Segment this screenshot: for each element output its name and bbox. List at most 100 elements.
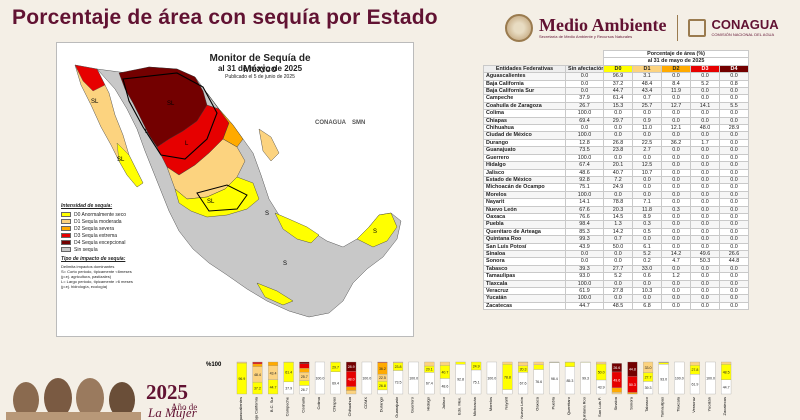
cell-value: 0.0 xyxy=(690,212,720,222)
cell-value: 0.0 xyxy=(661,183,691,192)
medio-ambiente-name: Medio Ambiente xyxy=(539,15,667,35)
cell-value: 10.3 xyxy=(632,286,662,296)
cell-value: 0.0 xyxy=(565,257,604,266)
cell-value: 26.6 xyxy=(718,249,750,259)
cell-value: 100.0 xyxy=(565,109,604,118)
cell-value: 0.0 xyxy=(690,227,720,237)
cell-value: 3.1 xyxy=(632,72,662,81)
cell-value: 0.0 xyxy=(718,220,750,229)
cell-value: 0.0 xyxy=(661,146,691,155)
cell-value: 0.0 xyxy=(661,109,691,118)
legend-item: D4 Sequía excepcional xyxy=(61,239,161,246)
legend-swatch xyxy=(61,247,71,252)
cell-value: 0.0 xyxy=(718,205,750,214)
legend-item: D3 Sequía extrema xyxy=(61,232,161,239)
bar-value-label: 20.3 xyxy=(520,368,527,372)
cell-value: 44.7 xyxy=(565,301,604,311)
legend-label: D4 Sequía excepcional xyxy=(74,239,126,246)
map-impact-outline xyxy=(122,72,218,160)
entity-name: Guerrero xyxy=(483,153,566,163)
cell-value: 5.2 xyxy=(603,272,633,281)
bar-value-label: 20.1 xyxy=(426,368,433,372)
cell-value: 0.0 xyxy=(690,168,720,177)
entity-name: Estado de México xyxy=(483,175,566,185)
cell-value: 44.7 xyxy=(603,87,633,96)
legend-label: D0 Anormalmente seco xyxy=(74,211,126,218)
bar-value-label: 43.4 xyxy=(270,371,277,375)
government-seal-icon xyxy=(505,14,533,42)
bar-value-label: 50.0 xyxy=(598,370,605,374)
table-row: Nayarit 14.1 78.8 7.1 0.0 0.0 0.0 xyxy=(483,198,750,207)
legend-item: D0 Anormalmente seco xyxy=(61,211,161,218)
cell-value: 7.1 xyxy=(632,198,662,207)
bar-segment xyxy=(408,361,419,395)
entity-name: Coahuila de Zaragoza xyxy=(483,101,566,111)
cell-value: 0.0 xyxy=(632,183,662,192)
cell-value: 0.0 xyxy=(632,279,662,289)
x-tick-label: Jalisco xyxy=(441,396,446,409)
cell-value: 75.1 xyxy=(565,183,604,192)
cell-value: 76.6 xyxy=(565,212,604,222)
cell-value: 0.8 xyxy=(718,79,750,89)
cell-value: 0.0 xyxy=(603,279,633,289)
cell-value: 0.0 xyxy=(661,190,691,200)
table-body: Aguascalientes 0.0 96.9 3.1 0.0 0.0 0.0 Baja Ca… xyxy=(483,72,750,311)
bar-segment xyxy=(299,363,310,369)
cell-value: 0.0 xyxy=(718,190,750,200)
year-number: 2025 xyxy=(146,380,188,404)
bar-value-label: 100.0 xyxy=(487,377,496,381)
table-row: Durango 12.8 26.8 22.5 36.2 1.7 0.0 xyxy=(483,138,750,148)
cell-value: 0.0 xyxy=(632,294,662,303)
impact-line: Delimita impactos dominantes xyxy=(61,264,115,269)
cell-value: 0.0 xyxy=(661,294,691,303)
map-legend: Intensidad de sequía: D0 Anormalmente se… xyxy=(61,203,161,289)
cell-value: 0.0 xyxy=(661,131,691,140)
bar-segment xyxy=(564,362,575,367)
bar-segment xyxy=(299,361,310,364)
cell-value: 0.0 xyxy=(661,94,691,103)
cell-value: 7.2 xyxy=(603,175,633,185)
x-tick-label: Quintana Roo xyxy=(582,396,587,420)
table-row: Sinaloa 0.0 0.0 5.2 14.2 49.6 26.6 xyxy=(483,249,750,259)
bar-segment xyxy=(424,361,435,367)
cell-value: 24.9 xyxy=(603,183,633,192)
bar-value-label: 25.7 xyxy=(301,375,308,379)
cell-value: 37.9 xyxy=(565,94,604,103)
bar-value-label: 48.6 xyxy=(441,385,448,389)
x-tick-label: Baja California xyxy=(253,396,258,420)
cell-value: 0.0 xyxy=(718,235,750,244)
entity-name: Veracruz xyxy=(483,286,566,296)
page-title: Porcentaje de área con sequía por Estado xyxy=(12,6,438,29)
entity-name: Baja California xyxy=(483,79,566,89)
x-tick-label: Yucatán xyxy=(707,397,712,411)
bar-value-label: 98.4 xyxy=(551,377,558,381)
cell-value: 0.0 xyxy=(690,279,720,289)
bar-value-label: 37.2 xyxy=(254,387,261,391)
cell-value: 0.0 xyxy=(690,116,720,126)
bar-segment xyxy=(518,361,529,367)
x-tick-label: Sinaloa xyxy=(613,396,618,410)
cell-value: 11.0 xyxy=(632,124,662,133)
cell-value: 0.0 xyxy=(690,272,720,281)
entity-name: Sinaloa xyxy=(483,249,566,259)
bar-value-label: 22.5 xyxy=(379,376,386,380)
map-label: SL xyxy=(91,99,99,105)
bar-segment xyxy=(533,361,544,365)
cell-value: 0.0 xyxy=(690,220,720,229)
cell-value: 27.7 xyxy=(603,264,633,274)
cell-value: 48.6 xyxy=(565,168,604,177)
bar-value-label: 36.2 xyxy=(379,367,386,371)
col-d3: D3 xyxy=(690,64,720,74)
cell-value: 20.1 xyxy=(603,161,633,170)
bar-value-label: 43.9 xyxy=(598,385,605,389)
cell-value: 0.0 xyxy=(718,272,750,281)
table-row: Tabasco 39.3 27.7 33.0 0.0 0.0 0.0 xyxy=(483,264,750,274)
entity-name: Yucatán xyxy=(483,294,566,303)
bar-value-label: 26.6 xyxy=(613,366,620,370)
cell-value: 5.5 xyxy=(718,101,750,111)
table-row: Querétaro de Arteaga 85.3 14.2 0.5 0.0 0.0 0.0 xyxy=(483,227,750,237)
cell-value: 14.5 xyxy=(603,212,633,222)
impact-line: L= Largo periodo, típicamente >6 meses xyxy=(61,279,133,284)
bar-segment xyxy=(502,389,513,395)
map-label: SL xyxy=(167,101,175,107)
